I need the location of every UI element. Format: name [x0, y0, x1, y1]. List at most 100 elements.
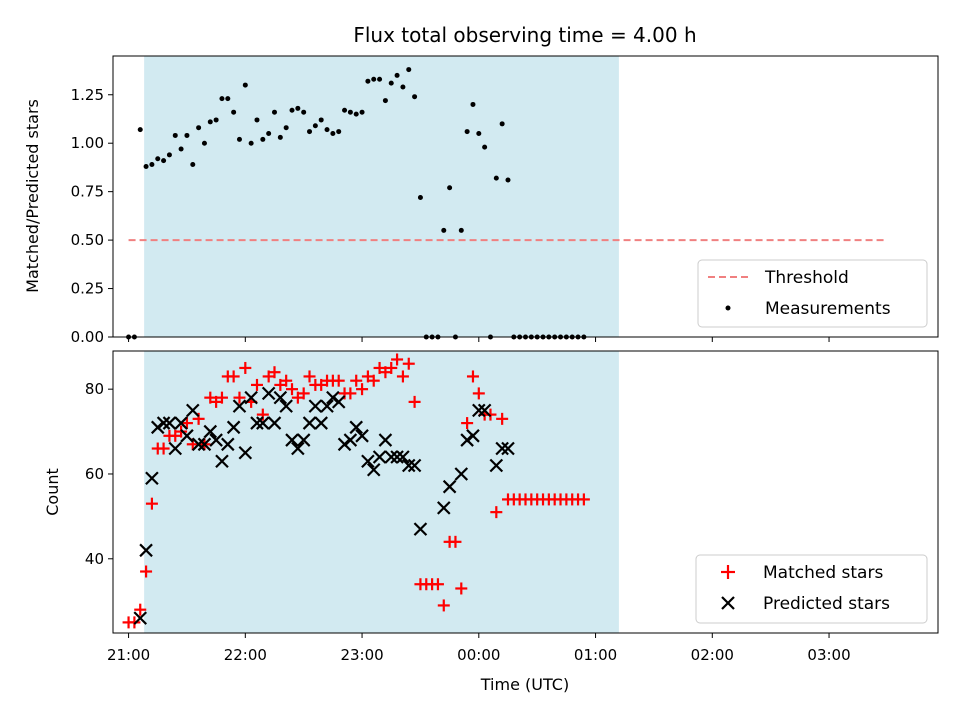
- predicted-star-point: [343, 433, 358, 447]
- matched-star-point: [490, 506, 503, 519]
- bottom-axes-frame: [112, 350, 939, 634]
- observing-window-shade-bottom: [144, 351, 619, 633]
- predicted-star-point: [273, 390, 288, 405]
- measurement-point: [213, 117, 219, 123]
- x-tick-label: 03:00: [807, 646, 850, 664]
- predicted-star-point: [261, 386, 276, 401]
- predicted-star-point: [150, 420, 165, 435]
- predicted-star-point: [355, 429, 369, 443]
- measurement-point: [505, 177, 511, 183]
- legend-top: Threshold Measurements: [697, 259, 928, 328]
- matched-star-point: [140, 565, 153, 578]
- measurement-point: [412, 94, 418, 100]
- measurement-point: [382, 98, 388, 104]
- matched-star-point: [472, 387, 485, 400]
- matched-star-point: [180, 417, 193, 430]
- measurement-point: [301, 109, 307, 115]
- predicted-star-point: [466, 429, 480, 443]
- measurement-point: [137, 127, 143, 133]
- measurement-point: [464, 129, 470, 135]
- measurement-point: [458, 227, 464, 233]
- y-tick-label: 1.25: [71, 86, 104, 104]
- legend-bottom: Matched stars Predicted stars: [695, 554, 928, 624]
- predicted-star-point: [314, 416, 328, 430]
- predicted-star-point: [162, 416, 177, 430]
- predicted-star-point: [174, 416, 188, 430]
- measurement-point: [178, 146, 184, 152]
- measurement-point: [155, 156, 161, 162]
- measurement-point: [359, 109, 365, 115]
- measurement-point: [161, 158, 167, 164]
- predicted-star-point: [396, 450, 410, 464]
- matched-star-point: [239, 361, 252, 374]
- y-ticks-bottom: 40 60 80: [85, 380, 113, 568]
- matched-star-point: [437, 599, 450, 612]
- predicted-star-point: [361, 454, 375, 469]
- predicted-star-point: [244, 390, 258, 405]
- predicted-star-point: [250, 416, 264, 430]
- predicted-star-point: [226, 420, 241, 435]
- legend-matched-swatch: [721, 565, 735, 579]
- legend-predicted-swatch: [721, 596, 735, 610]
- y-axis-label-bottom: Count: [43, 468, 62, 516]
- measurement-point: [219, 96, 225, 102]
- measurement-point: [406, 67, 412, 73]
- measurement-point: [231, 109, 237, 115]
- measurement-point: [295, 105, 301, 111]
- predicted-star-point: [331, 395, 346, 409]
- measurement-point: [365, 78, 371, 84]
- measurements-markers: [126, 67, 587, 340]
- predicted-star-point: [442, 479, 457, 494]
- predicted-star-point: [454, 467, 469, 481]
- predicted-star-point: [302, 416, 317, 430]
- predicted-star-point: [413, 522, 428, 536]
- measurement-point: [447, 185, 453, 191]
- matched-star-point: [461, 417, 474, 430]
- matched-star-point: [385, 361, 398, 374]
- predicted-star-point: [180, 429, 194, 443]
- matched-star-point: [280, 374, 293, 387]
- measurement-point: [289, 107, 295, 113]
- matched-star-point: [286, 383, 299, 396]
- measurement-point: [149, 162, 155, 168]
- predicted-star-point: [191, 437, 206, 452]
- predicted-star-point: [296, 433, 311, 447]
- y-tick-label: 60: [85, 465, 104, 483]
- measurement-point: [236, 136, 242, 142]
- legend-measurements-swatch: [725, 305, 731, 311]
- measurement-point: [166, 152, 172, 158]
- measurement-point: [277, 134, 283, 140]
- measurement-point: [266, 131, 272, 137]
- predicted-star-point: [337, 437, 352, 452]
- matched-star-point: [332, 374, 345, 387]
- x-tick-label: 00:00: [457, 646, 500, 664]
- matched-star-point: [297, 387, 310, 400]
- matched-star-point: [215, 391, 228, 404]
- measurement-point: [271, 109, 277, 115]
- predicted-star-point: [489, 458, 504, 473]
- matched-star-point: [367, 374, 380, 387]
- matched-star-point: [496, 412, 509, 425]
- measurement-point: [254, 117, 260, 123]
- predicted-star-point: [390, 450, 404, 464]
- y-ticks-top: 0.00 0.25 0.50 0.75 1.00 1.25: [71, 86, 113, 346]
- measurement-point: [493, 175, 499, 181]
- predicted-star-point: [460, 433, 474, 447]
- legend-predicted-label: Predicted stars: [763, 594, 890, 614]
- predicted-star-point: [472, 403, 486, 418]
- observing-window-shade-top: [144, 56, 619, 337]
- predicted-star-point: [349, 420, 363, 435]
- measurement-point: [225, 96, 231, 102]
- y-tick-label: 0.25: [71, 280, 104, 298]
- measurement-point: [190, 162, 196, 168]
- predicted-star-point: [378, 433, 393, 447]
- top-axes-frame: [112, 55, 939, 338]
- x-tick-label: 01:00: [574, 646, 617, 664]
- predicted-star-point: [232, 399, 247, 413]
- y-tick-label: 0.00: [71, 328, 104, 346]
- matched-star-point: [303, 370, 316, 383]
- matched-star-point: [250, 378, 263, 391]
- predicted-star-point: [285, 433, 299, 447]
- y-tick-label: 0.75: [71, 183, 104, 201]
